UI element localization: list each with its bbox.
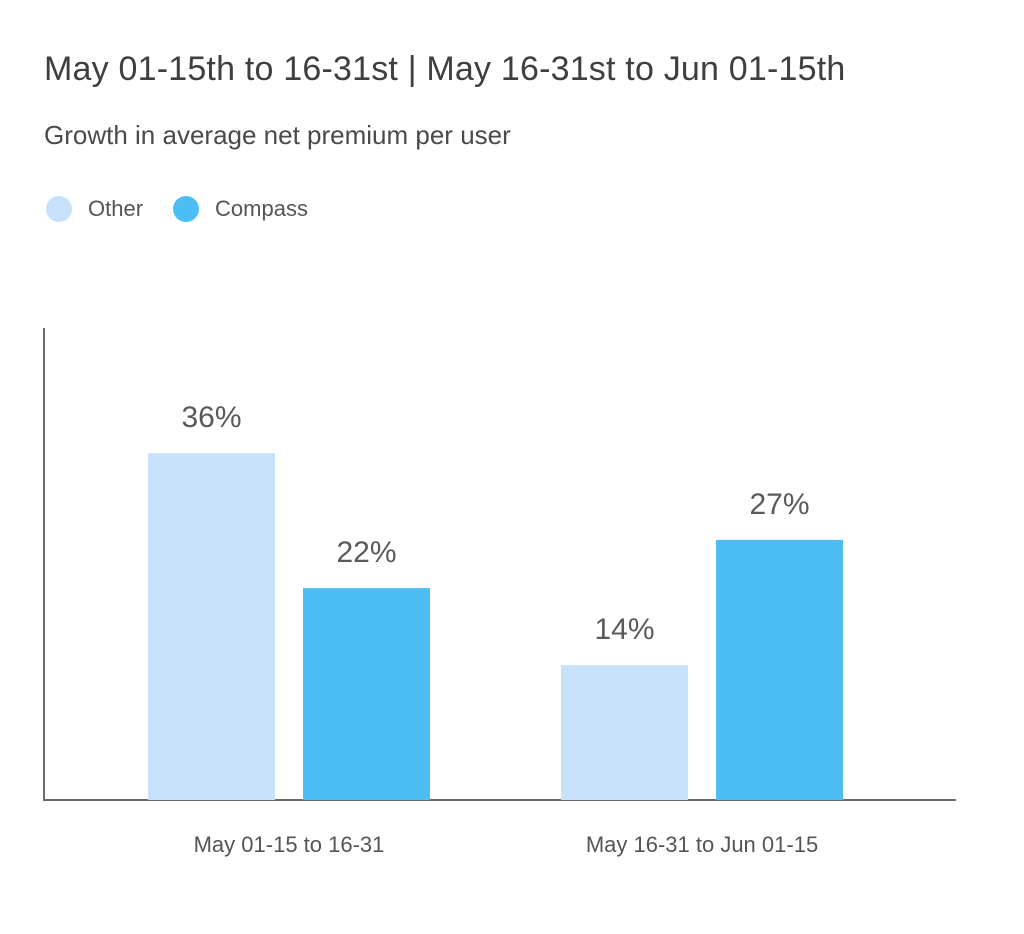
legend: Other Compass	[46, 196, 338, 222]
legend-item-other: Other	[46, 196, 143, 222]
bar-compass-2	[716, 539, 843, 800]
value-label-other-2: 14%	[594, 613, 654, 646]
legend-label-other: Other	[88, 196, 144, 221]
legend-swatch-compass	[173, 196, 200, 222]
chart-title: May 01-15th to 16-31st | May 16-31st to …	[44, 50, 846, 88]
bar-other-2	[561, 665, 688, 800]
bars-group	[148, 453, 843, 800]
value-labels-group: 36% 22% 14% 27%	[181, 401, 809, 646]
legend-item-compass: Compass	[173, 196, 308, 222]
category-labels-group: May 01-15 to 16-31 May 16-31 to Jun 01-15	[194, 832, 819, 857]
chart-subtitle: Growth in average net premium per user	[44, 120, 511, 150]
category-label-1: May 01-15 to 16-31	[194, 832, 385, 857]
legend-swatch-other	[46, 196, 72, 222]
bar-other-1	[148, 453, 275, 800]
value-label-compass-2: 27%	[749, 488, 809, 521]
value-label-compass-1: 22%	[336, 536, 396, 569]
legend-label-compass: Compass	[215, 196, 308, 221]
category-label-2: May 16-31 to Jun 01-15	[586, 832, 818, 857]
value-label-other-1: 36%	[181, 401, 241, 434]
bar-compass-1	[303, 588, 430, 800]
